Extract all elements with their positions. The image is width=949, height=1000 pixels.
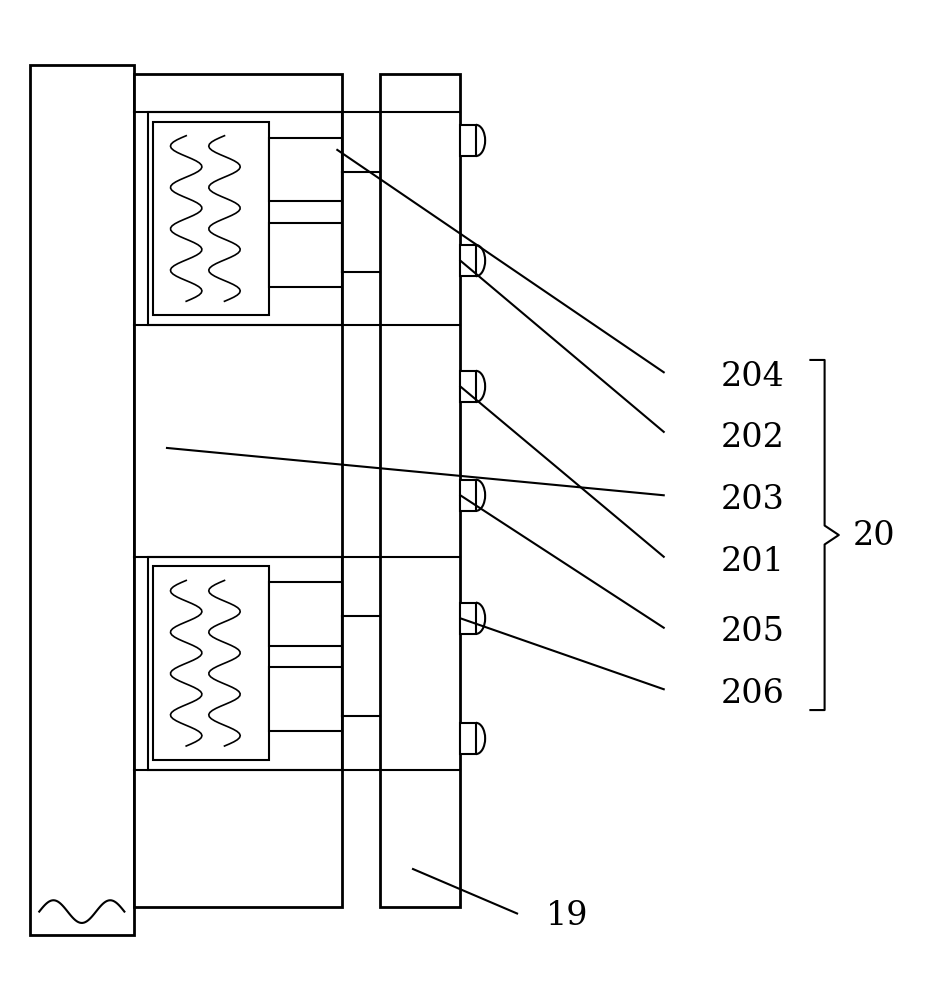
Bar [29, 65, 134, 935]
Bar [148, 557, 342, 770]
Text: 205: 205 [720, 616, 785, 648]
Bar [153, 122, 270, 315]
Bar [460, 245, 475, 276]
Bar [460, 480, 475, 511]
Text: 202: 202 [720, 422, 785, 454]
Text: 201: 201 [720, 546, 785, 578]
Bar [460, 603, 475, 634]
Bar [134, 74, 342, 907]
Bar [270, 138, 342, 201]
Text: 203: 203 [720, 484, 785, 516]
Bar [270, 582, 342, 646]
Bar [270, 667, 342, 731]
Bar [460, 723, 475, 754]
Bar [380, 74, 460, 907]
Text: 19: 19 [546, 900, 588, 932]
Bar [460, 371, 475, 402]
Bar [153, 566, 270, 760]
Bar [460, 125, 475, 156]
Text: 204: 204 [720, 361, 784, 393]
Text: 206: 206 [720, 678, 785, 710]
Bar [148, 112, 342, 325]
Bar [270, 223, 342, 287]
Text: 20: 20 [853, 520, 896, 552]
